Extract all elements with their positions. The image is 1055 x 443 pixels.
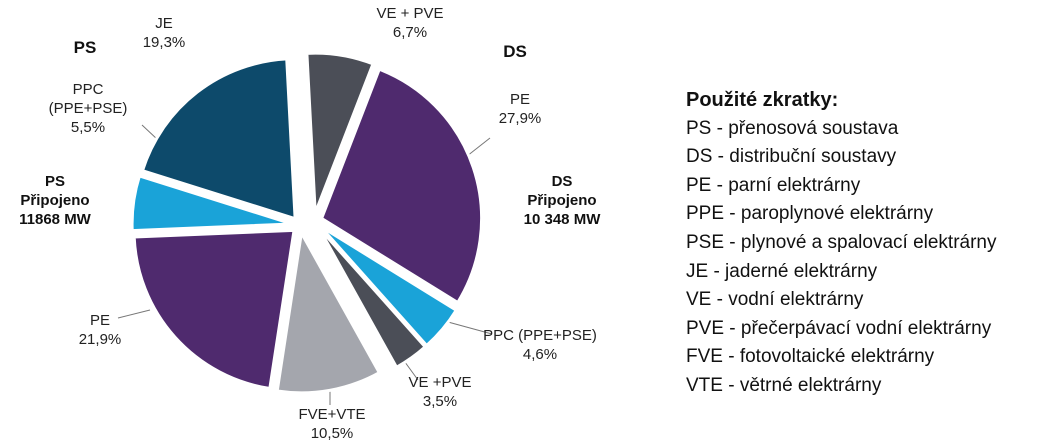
slice-label: PPC (PPE+PSE) 4,6% (460, 326, 620, 364)
slice-name: FVE+VTE (298, 406, 366, 423)
legend: Použité zkratky: PS - přenosová soustava… (686, 86, 997, 401)
slice-name: PE (89, 312, 110, 329)
slice-name: PPC (PPE+PSE) (483, 327, 597, 344)
slice-label: PE 21,9% (65, 311, 135, 349)
legend-title: Použité zkratky: (686, 89, 839, 111)
legend-item: VE - vodní elektrárny (686, 289, 864, 311)
slice-value: 4,6% (522, 346, 558, 363)
pie-slice (130, 174, 293, 233)
slice-value: 6,7% (392, 24, 428, 41)
legend-item: PSE - plynové a spalovací elektrárny (686, 231, 997, 253)
slice-name: VE +PVE (408, 374, 472, 391)
legend-item: PE - parní elektrárny (686, 174, 861, 196)
pie-slice (319, 224, 459, 348)
group-annotation: PS (74, 38, 97, 57)
pie-slice (132, 228, 296, 391)
slice-label: FVE+VTE 10,5% (287, 405, 377, 443)
annotation-line: PS (44, 173, 65, 190)
slice-label: VE + PVE 6,7% (350, 4, 470, 42)
legend-item: PVE - přečerpávací vodní elektrárny (686, 317, 992, 339)
slice-label: PE 27,9% (480, 90, 560, 128)
pie-slice (275, 228, 382, 395)
annotation-line: PS (73, 38, 97, 57)
slice-name: PPC (PPE+PSE) (48, 81, 128, 117)
legend-item: PS - přenosová soustava (686, 117, 899, 139)
slice-value: 27,9% (498, 110, 542, 127)
slice-label: PPC (PPE+PSE) 5,5% (43, 80, 133, 137)
pie-slice (319, 67, 484, 305)
legend-item: PPE - paroplynové elektrárny (686, 203, 934, 225)
group-annotation: DS Připojeno 10 348 MW (524, 172, 601, 229)
legend-item: DS - distribuční soustavy (686, 146, 897, 168)
slice-name: PE (509, 91, 530, 108)
pie-slice (317, 226, 428, 370)
annotation-line: DS (551, 173, 573, 190)
annotation-line: Připojeno (527, 192, 597, 209)
slice-value: 3,5% (422, 393, 458, 410)
slice-label: JE 19,3% (129, 14, 199, 52)
annotation-line: 11868 MW (19, 211, 91, 228)
slice-label: VE +PVE 3,5% (400, 373, 480, 411)
legend-item: FVE - fotovoltaické elektrárny (686, 346, 935, 368)
legend-item: VTE - větrné elektrárny (686, 374, 882, 396)
annotation-line: 10 348 MW (523, 211, 601, 228)
slice-value: 5,5% (70, 119, 106, 136)
legend-item: JE - jaderné elektrárny (686, 260, 878, 282)
annotation-line: Připojeno (20, 192, 90, 209)
pie-slice (305, 51, 375, 214)
group-annotation: DS (503, 42, 527, 61)
annotation-line: DS (503, 42, 527, 61)
pie-slice (140, 57, 297, 221)
slice-value: 21,9% (78, 331, 122, 348)
group-annotation: PS Připojeno 11868 MW (19, 172, 91, 229)
slice-value: 10,5% (310, 425, 354, 442)
slice-name: JE (155, 15, 173, 32)
slice-name: VE + PVE (376, 5, 444, 22)
slice-value: 19,3% (142, 34, 186, 51)
